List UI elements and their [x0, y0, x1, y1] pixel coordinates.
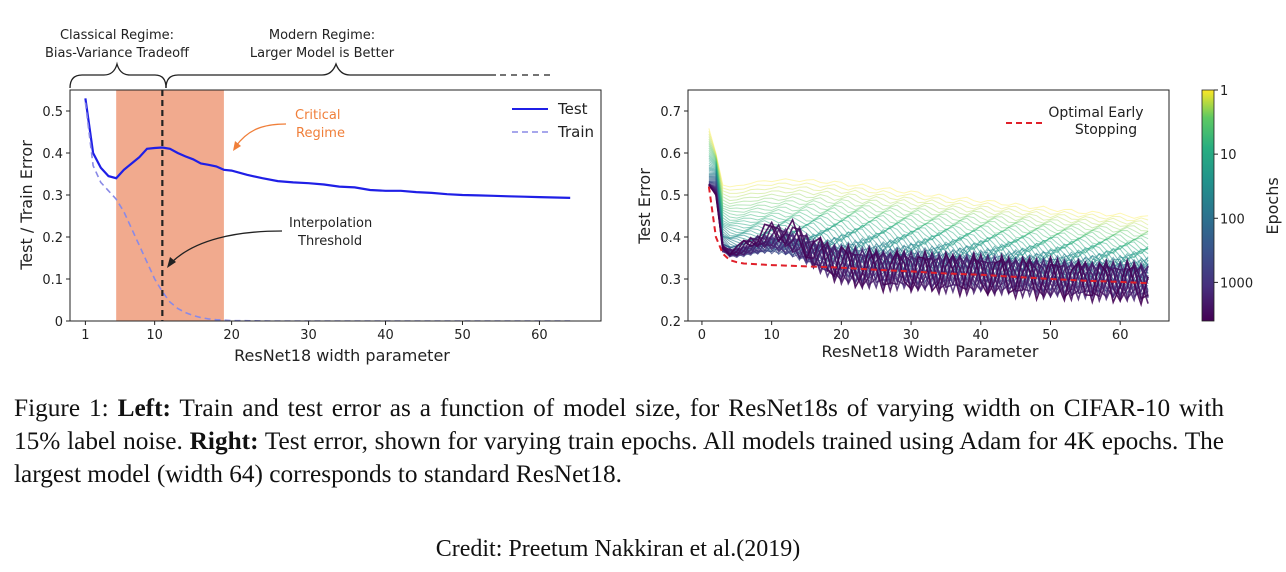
classical-brace	[69, 61, 167, 89]
epoch-curve	[708, 184, 1149, 305]
epoch-curve	[708, 145, 1149, 241]
critical-regime-annotation: Critical Regime	[233, 108, 345, 151]
left-x-tick-label: 30	[300, 328, 317, 343]
left-x-tick-label: 10	[146, 328, 163, 343]
modern-brace	[165, 62, 496, 89]
right-x-tick-label: 0	[698, 328, 706, 343]
interp-line1: Interpolation	[289, 216, 372, 231]
left-y-axis-label: Test / Train Error	[17, 140, 36, 271]
epoch-curve	[708, 131, 1149, 222]
left-x-axis-label: ResNet18 width parameter	[234, 346, 450, 365]
colorbar-tick-label: 1	[1220, 84, 1228, 99]
caption-figure-label: Figure 1:	[14, 394, 109, 422]
figure-caption: Figure 1: Left: Train and test error as …	[14, 392, 1224, 491]
right-x-tick-label: 10	[763, 328, 780, 343]
epoch-curve	[708, 133, 1149, 226]
right-x-tick-label: 40	[973, 328, 990, 343]
interp-arrowhead	[167, 257, 176, 268]
critical-regime-line1: Critical	[295, 108, 340, 123]
regime-headers: Classical Regime: Bias-Variance Tradeoff…	[45, 28, 550, 89]
right-legend: Optimal Early Stopping	[1006, 105, 1144, 138]
colorbar-gradient	[1201, 89, 1215, 322]
left-chart: 1 10 20 30 40 50 60 0 0.1 0.2 0.3 0.4 0.5 ResNet18 …	[17, 28, 602, 365]
epoch-curve	[708, 136, 1149, 230]
caption-left-label: Left:	[117, 394, 171, 422]
right-y-tick-label: 0.7	[660, 105, 681, 120]
right-x-tick-label: 20	[833, 328, 850, 343]
caption-left-text: Train and test error as a function of mo…	[14, 394, 1224, 455]
epoch-curve	[708, 152, 1149, 250]
modern-regime-line1: Modern Regime:	[269, 28, 375, 43]
left-x-tick-label: 40	[377, 328, 394, 343]
series-test-line	[84, 98, 571, 199]
right-y-axis-label: Test Error	[635, 168, 654, 245]
colorbar-tick-label: 1000	[1220, 276, 1253, 291]
epoch-curve	[708, 128, 1149, 219]
right-x-tick-label: 50	[1042, 328, 1059, 343]
left-plot-frame	[69, 89, 602, 322]
critical-regime-band	[116, 90, 224, 321]
left-y-tick-label: 0.2	[42, 231, 63, 246]
right-x-tick-label: 30	[903, 328, 920, 343]
epoch-curve	[708, 150, 1149, 246]
interp-arrow	[171, 230, 283, 263]
right-y-tick-label: 0.4	[660, 231, 681, 246]
classical-regime-line1: Classical Regime:	[60, 28, 174, 43]
legend-early-stopping-line2: Stopping	[1075, 122, 1137, 138]
colorbar-label: Epochs	[1263, 177, 1282, 234]
epoch-curve	[708, 183, 1149, 308]
epoch-curve	[708, 138, 1149, 232]
left-y-tick-label: 0.4	[42, 147, 63, 162]
epoch-curve	[708, 141, 1149, 236]
critical-regime-line2: Regime	[296, 126, 345, 141]
legend-test-label: Test	[557, 100, 588, 118]
right-y-tick-label: 0.5	[660, 189, 681, 204]
epoch-curve	[708, 147, 1149, 242]
epoch-curve	[708, 183, 1149, 301]
left-y-tick-label: 0.1	[42, 273, 63, 288]
right-plot-frame	[687, 89, 1170, 322]
left-y-tick-label: 0.5	[42, 105, 63, 120]
legend-train-label: Train	[557, 123, 594, 141]
caption-right-text: Test error, shown for varying train epoc…	[14, 427, 1225, 488]
left-y-tick-label: 0.3	[42, 189, 63, 204]
colorbar-tick-label: 10	[1220, 148, 1237, 163]
right-x-tick-label: 60	[1112, 328, 1129, 343]
left-legend: Test Train	[512, 100, 594, 141]
epoch-curve	[708, 157, 1149, 255]
left-x-tick-label: 60	[531, 328, 548, 343]
caption-right-label: Right:	[189, 427, 259, 455]
epoch-curve	[708, 155, 1149, 255]
series-optimal-early-stopping-line	[707, 186, 1149, 285]
critical-regime-arrowhead	[233, 141, 241, 151]
left-x-tick-label: 1	[81, 328, 89, 343]
series-train-line	[84, 102, 571, 321]
critical-regime-arrow	[235, 123, 287, 147]
legend-early-stopping-line1: Optimal Early	[1048, 105, 1143, 121]
classical-regime-line2: Bias-Variance Tradeoff	[45, 46, 190, 61]
interp-line2: Threshold	[297, 234, 362, 249]
epoch-curve	[708, 154, 1149, 251]
modern-regime-line2: Larger Model is Better	[250, 46, 395, 61]
left-x-tick-label: 50	[454, 328, 471, 343]
right-y-tick-label: 0.2	[660, 315, 681, 330]
right-chart: 0 10 20 30 40 50 60 0.2 0.3 0.4 0.5 0.6 0.7 ResNet1…	[635, 84, 1282, 361]
right-y-tick-label: 0.6	[660, 147, 681, 162]
left-y-tick-label: 0	[55, 315, 63, 330]
colorbar: 1 10 100 1000 Epochs	[1201, 84, 1282, 322]
interpolation-threshold-annotation: Interpolation Threshold	[167, 216, 372, 268]
right-y-tick-label: 0.3	[660, 273, 681, 288]
right-x-axis-label: ResNet18 Width Parameter	[822, 342, 1039, 361]
credit-line: Credit: Preetum Nakkiran et al.(2019)	[435, 536, 801, 562]
left-x-tick-label: 20	[223, 328, 240, 343]
epoch-curve	[708, 143, 1149, 237]
colorbar-tick-label: 100	[1220, 212, 1245, 227]
